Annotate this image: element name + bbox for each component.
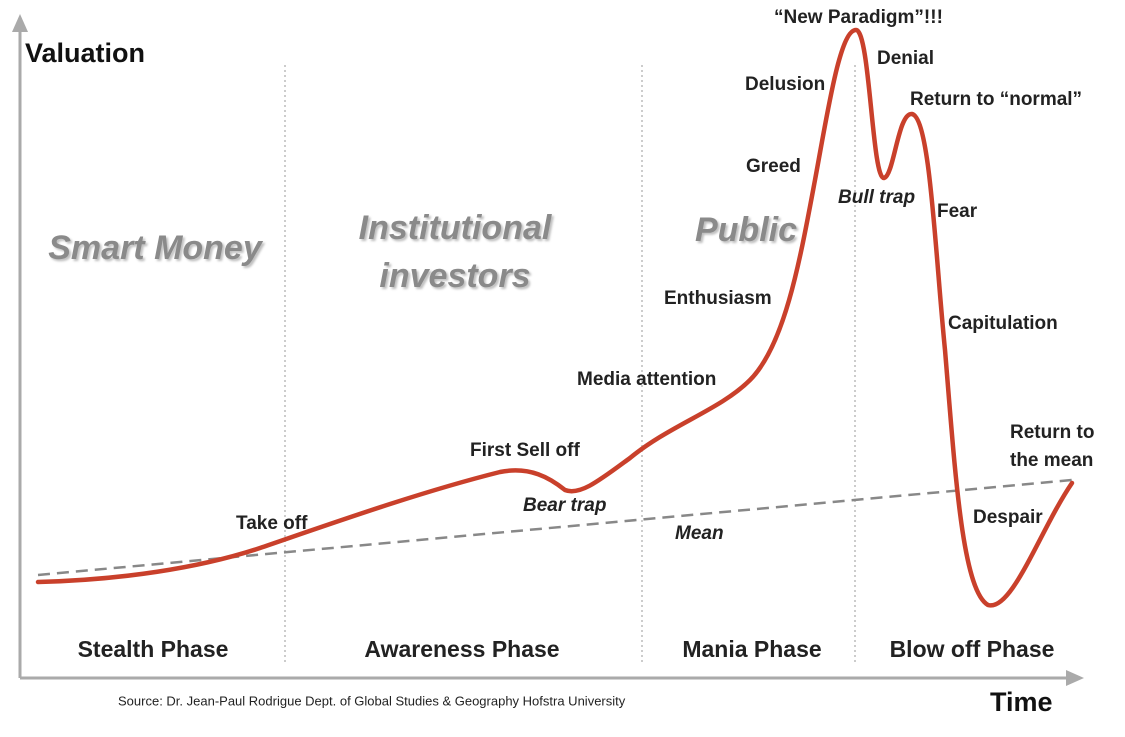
stage-label: Return to (1010, 422, 1094, 443)
axes (12, 14, 1084, 686)
x-axis-label: Time (990, 687, 1053, 717)
stage-label: Fear (937, 201, 978, 222)
stage-label: Mean (675, 523, 724, 544)
phase-label: Mania Phase (682, 636, 821, 662)
valuation-curve (35, 27, 1075, 608)
x-arrow (1066, 670, 1084, 686)
stage-label: Take off (236, 513, 308, 534)
separators (284, 65, 856, 665)
phase-label: Awareness Phase (364, 636, 559, 662)
stage-label: “New Paradigm”!!! (774, 7, 943, 28)
source: Source: Dr. Jean-Paul Rodrigue Dept. of … (118, 693, 626, 708)
stage-label: First Sell off (470, 440, 580, 461)
stage-label: Despair (973, 507, 1043, 528)
y-arrow (12, 14, 28, 32)
stage-label: Return to “normal” (910, 89, 1082, 110)
stage-label: Denial (877, 48, 934, 69)
stage-label: Capitulation (948, 313, 1058, 334)
mean-line (37, 478, 1073, 577)
phase-label: Blow off Phase (890, 636, 1055, 662)
group-label: Smart Money (48, 229, 264, 267)
stage-label: Media attention (577, 369, 716, 390)
group-label: investors (379, 257, 530, 295)
phase-label: Stealth Phase (78, 636, 229, 662)
stage-label: the mean (1010, 450, 1093, 471)
stage-label: Bull trap (838, 187, 915, 208)
group-label: Institutional (359, 209, 553, 247)
y-axis-label: Valuation (25, 38, 145, 68)
stage-label: Greed (746, 156, 801, 177)
stage-label: Enthusiasm (664, 288, 772, 309)
stage-label: Delusion (745, 74, 825, 95)
group-label: Public (695, 211, 797, 249)
stage-label: Bear trap (523, 495, 606, 516)
